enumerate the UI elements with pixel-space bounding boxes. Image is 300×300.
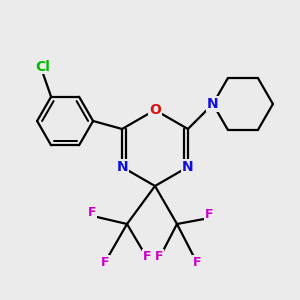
Text: F: F bbox=[205, 208, 213, 220]
Text: N: N bbox=[116, 160, 128, 174]
Text: N: N bbox=[182, 160, 194, 174]
Text: O: O bbox=[149, 103, 161, 117]
Text: Cl: Cl bbox=[36, 60, 50, 74]
Text: F: F bbox=[88, 206, 96, 218]
Text: F: F bbox=[193, 256, 201, 268]
Text: F: F bbox=[155, 250, 163, 262]
Text: N: N bbox=[207, 97, 219, 111]
Text: F: F bbox=[143, 250, 151, 262]
Text: F: F bbox=[101, 256, 109, 268]
